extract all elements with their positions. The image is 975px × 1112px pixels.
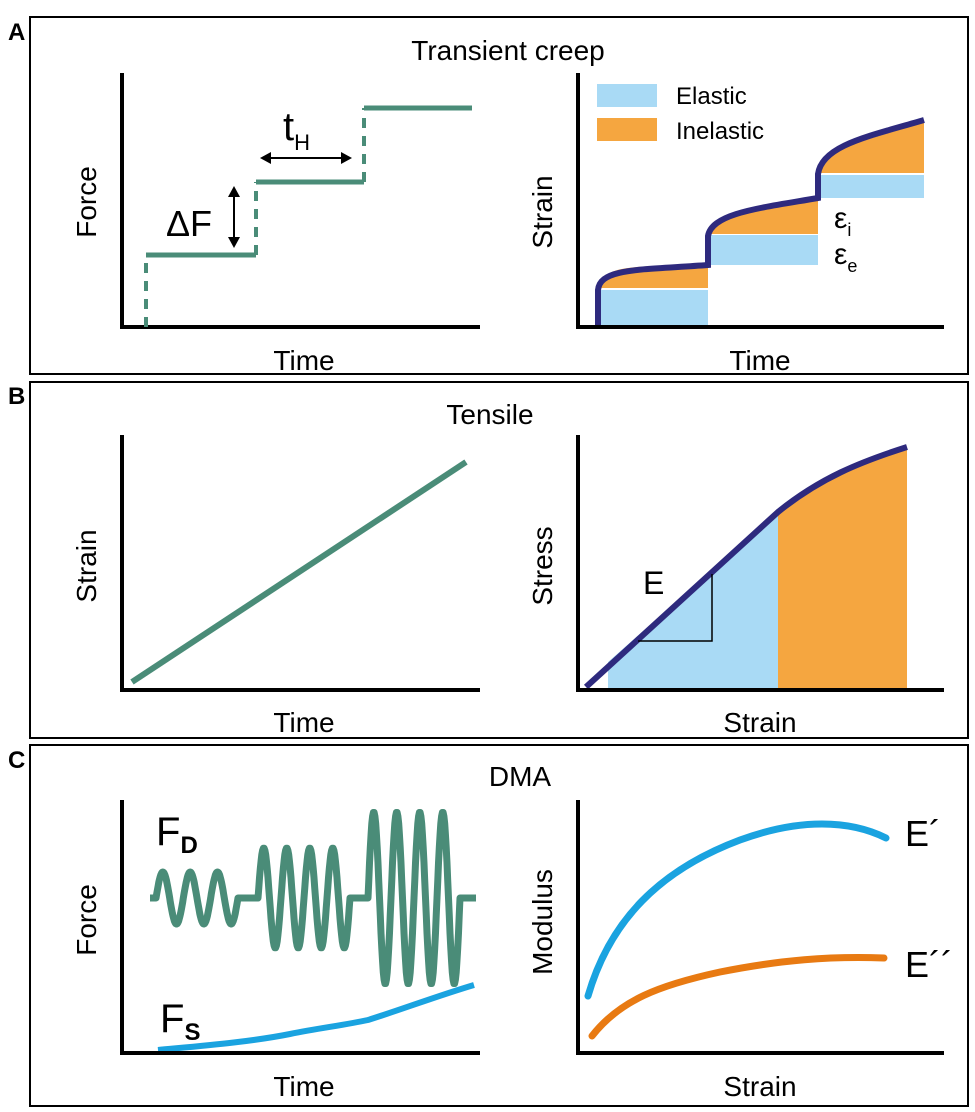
tensile-strain-ylabel: Strain: [71, 529, 102, 602]
panel-a-title: Transient creep: [411, 35, 605, 66]
panel-c-title: DMA: [489, 761, 552, 792]
tensile-strain-xlabel: Time: [273, 707, 334, 738]
force-staircase-line: [144, 105, 472, 327]
panel-b: B Tensile Strain Time E Stress Strain: [8, 381, 969, 739]
dma-force-axes: [120, 800, 480, 1055]
strain-curve: [595, 117, 925, 327]
creep-force-axes: [120, 73, 480, 329]
creep-strain-axes: [576, 73, 944, 329]
storage-modulus-curve: [584, 820, 890, 1000]
inelastic-block-3: [818, 122, 924, 173]
panel-b-frame: [29, 381, 969, 739]
creep-strain-ylabel: Strain: [527, 175, 558, 248]
legend-inelastic-swatch: [597, 118, 657, 141]
modulus-e-label: E: [643, 565, 664, 601]
panel-b-letter: B: [8, 383, 25, 410]
modulus-chart: Modulus Strain E´ E´´: [527, 800, 953, 1102]
epsilon-i-label: εi: [834, 202, 851, 240]
dma-force-chart: Force Time FD FS: [71, 800, 480, 1102]
t-h-arrow: [260, 152, 352, 164]
delta-f-arrow: [228, 186, 240, 248]
dynamic-force-wave: [150, 809, 476, 987]
elastic-block-2: [708, 235, 818, 265]
legend-elastic-swatch: [597, 84, 657, 107]
stress-strain-ylabel: Stress: [527, 526, 558, 605]
stress-strain-chart: E Stress Strain: [527, 435, 944, 738]
stress-strain-xlabel: Strain: [723, 707, 796, 738]
dma-force-ylabel: Force: [71, 884, 102, 956]
elastic-block-1: [600, 290, 708, 327]
strain-ramp-line: [130, 459, 468, 685]
delta-f-label: ΔF: [166, 203, 212, 244]
dma-force-xlabel: Time: [273, 1071, 334, 1102]
loss-modulus-label: E´´: [905, 944, 953, 985]
panel-a-letter: A: [8, 19, 25, 46]
storage-modulus-label: E´: [905, 813, 941, 854]
modulus-ylabel: Modulus: [527, 869, 558, 975]
creep-force-ylabel: Force: [71, 166, 102, 238]
creep-strain-xlabel: Time: [729, 345, 790, 376]
legend-elastic-label: Elastic: [676, 83, 747, 110]
tensile-strain-axes: [120, 435, 480, 692]
panel-a-frame: [29, 16, 969, 375]
epsilon-e-label: εe: [834, 238, 857, 276]
panel-c-frame: [29, 744, 969, 1107]
creep-force-chart: Force Time ΔF t: [71, 73, 480, 376]
stress-strain-axes: [576, 435, 944, 692]
inelastic-region: [778, 447, 907, 690]
panel-c-letter: C: [8, 747, 25, 774]
modulus-axes: [576, 800, 944, 1055]
panel-a: A Transient creep Force Time ΔF: [8, 16, 969, 376]
elastic-region: [608, 512, 778, 690]
panel-b-title: Tensile: [446, 399, 533, 430]
slope-triangle: [638, 574, 713, 642]
panel-c: C DMA Force Time FD FS Modulus Strain E´…: [8, 744, 969, 1107]
loss-modulus-curve: [588, 954, 888, 1040]
stress-strain-curve: [583, 444, 908, 690]
elastic-block-3: [818, 175, 924, 198]
fs-label: FS: [160, 997, 200, 1046]
legend-inelastic-label: Inelastic: [676, 118, 764, 145]
t-h-label: tH: [283, 105, 310, 155]
fd-label: FD: [156, 810, 198, 859]
tensile-strain-chart: Strain Time: [71, 435, 480, 738]
modulus-xlabel: Strain: [723, 1071, 796, 1102]
static-force-line: [157, 982, 475, 1053]
creep-force-xlabel: Time: [273, 345, 334, 376]
creep-strain-chart: Strain Time Elastic Inelastic εi εe: [527, 73, 944, 376]
inelastic-block-2: [708, 200, 818, 234]
